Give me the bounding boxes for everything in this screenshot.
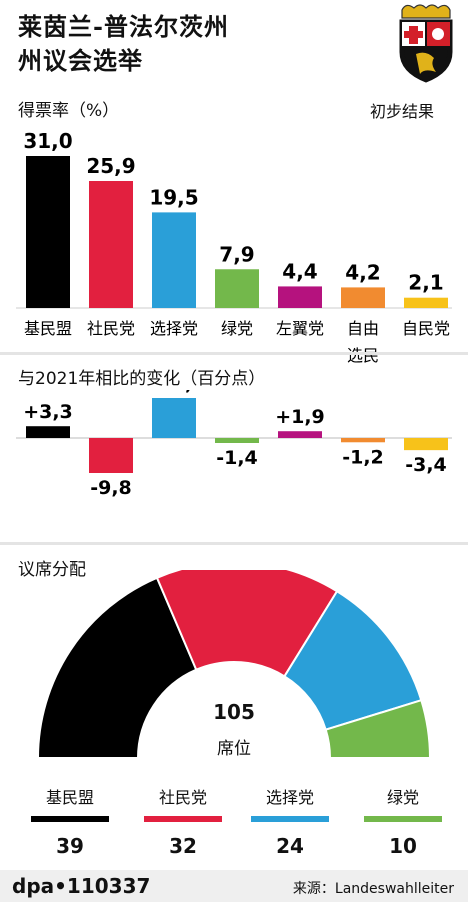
prelim-result-label: 初步结果 <box>370 102 435 121</box>
legend-swatch <box>144 816 222 822</box>
legend-swatch <box>31 816 109 822</box>
bar <box>278 286 322 308</box>
data-label: -1,2 <box>342 446 384 468</box>
seats-total-label: 席位 <box>217 739 251 759</box>
title-line-2: 州议会选举 <box>18 46 143 75</box>
dpa-brand: dpa•110337 <box>12 874 151 898</box>
seat-segment <box>36 576 198 759</box>
legend-item: 基民盟 39 <box>31 784 109 858</box>
legend-label: 社民党 <box>158 788 207 807</box>
legend-label: 绿党 <box>386 788 419 807</box>
source-text: 来源：Landeswahlleiter <box>292 881 454 897</box>
data-label: 4,4 <box>282 259 317 283</box>
legend-value: 32 <box>169 834 197 858</box>
data-label: -9,8 <box>90 477 132 499</box>
data-label: -3,4 <box>405 454 447 476</box>
data-label: 4,2 <box>345 260 380 284</box>
footer: dpa•110337 来源：Landeswahlleiter <box>0 870 468 902</box>
category-label: 绿党 <box>221 319 253 338</box>
page-title: 莱茵兰-普法尔茨州 州议会选举 <box>18 10 229 78</box>
bar <box>404 297 448 308</box>
category-label: 选民 <box>347 346 379 365</box>
data-label: 31,0 <box>23 129 72 153</box>
data-label: 7,9 <box>219 242 254 266</box>
separator <box>0 352 468 355</box>
bar <box>404 438 448 451</box>
seat-segment <box>324 698 432 759</box>
bar <box>341 287 385 308</box>
seat-distribution-chart <box>36 570 432 759</box>
title-line-1: 莱茵兰-普法尔茨州 <box>18 12 229 41</box>
category-label: 自由 <box>347 319 379 338</box>
separator <box>0 542 468 545</box>
legend-item: 选择党 24 <box>251 784 329 858</box>
seat-legend: 基民盟 39 社民党 32 选择党 24 绿党 10 <box>0 784 468 864</box>
legend-item: 绿党 10 <box>364 784 442 858</box>
data-label: +11,2 <box>143 390 206 395</box>
category-label: 基民盟 <box>24 319 72 338</box>
legend-label: 基民盟 <box>45 788 94 807</box>
category-label: 社民党 <box>87 319 135 338</box>
votes-section-title: 得票率（%） <box>18 101 120 121</box>
bar <box>152 398 196 438</box>
seats-section-title: 议席分配 <box>18 560 86 580</box>
bar <box>215 438 259 443</box>
bar <box>89 438 133 473</box>
data-label: 2,1 <box>408 271 443 295</box>
legend-value: 24 <box>276 834 304 858</box>
bar <box>26 156 70 308</box>
legend-label: 选择党 <box>265 788 314 807</box>
bar <box>26 426 70 438</box>
legend-value: 10 <box>389 834 417 858</box>
bar <box>215 269 259 308</box>
bar <box>152 212 196 308</box>
change-section-title: 与2021年相比的变化（百分点） <box>18 369 266 389</box>
category-label: 自民党 <box>402 319 450 338</box>
seat-segment <box>155 570 339 678</box>
legend-swatch <box>251 816 329 822</box>
coat-of-arms-icon <box>399 4 453 83</box>
category-label: 选择党 <box>150 319 198 338</box>
data-label: +3,3 <box>23 401 73 423</box>
seats-total: 105 <box>213 700 255 724</box>
data-label: +1,9 <box>275 406 325 428</box>
data-label: 25,9 <box>86 154 135 178</box>
data-label: -1,4 <box>216 447 258 469</box>
legend-swatch <box>364 816 442 822</box>
change-chart: +3,3 -9,8 +11,2 -1,4 +1,9 -1,2 -3,4 <box>16 390 452 499</box>
category-label: 左翼党 <box>276 319 324 338</box>
data-label: 19,5 <box>149 185 198 209</box>
bar <box>341 438 385 443</box>
bar <box>89 181 133 308</box>
legend-value: 39 <box>56 834 84 858</box>
legend-item: 社民党 32 <box>144 784 222 858</box>
bar <box>278 431 322 438</box>
